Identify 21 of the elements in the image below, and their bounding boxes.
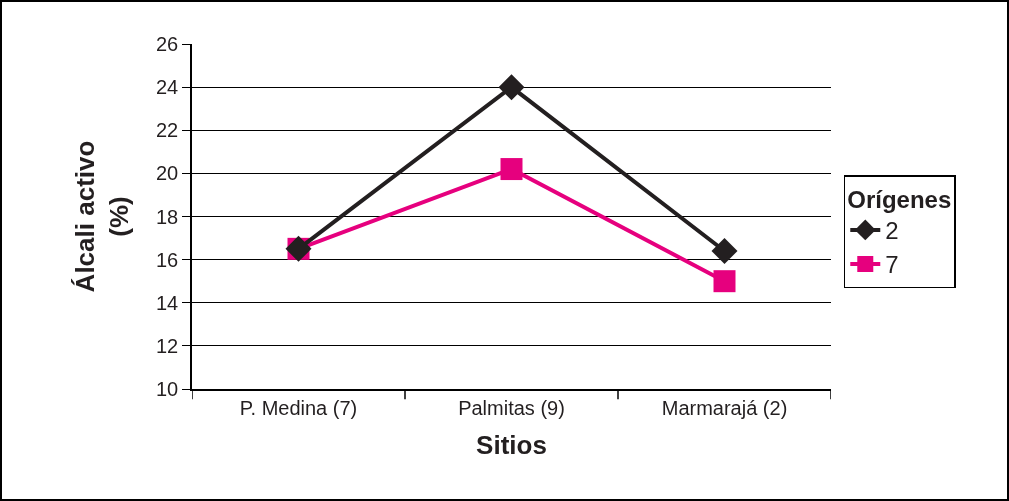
x-tick-label: Marmarajá (2) [661,396,788,419]
legend-title: Orígenes [847,185,952,213]
x-tick-label: Palmitas (9) [458,396,565,419]
y-tick-label: 26 [156,33,179,55]
point [498,74,525,101]
legend-label: 7 [885,251,899,279]
y-tick-label: 16 [156,248,179,271]
point [500,158,523,181]
y-tick-label: 20 [156,162,179,185]
y-tick-label: 18 [156,205,179,228]
y-tick-label: 10 [156,378,179,400]
legend-label: 2 [885,217,899,245]
y-tick-label: 14 [156,291,179,314]
y-tick-label: 12 [156,334,179,357]
x-axis-title: Sitios [476,429,547,460]
y-axis-title: Álcali activo (%) [70,140,134,293]
x-tick-label: P. Medina (7) [239,396,358,419]
y-tick-label: 24 [156,76,179,99]
point [713,270,736,293]
point [711,238,738,264]
y-tick-label: 22 [156,119,179,142]
